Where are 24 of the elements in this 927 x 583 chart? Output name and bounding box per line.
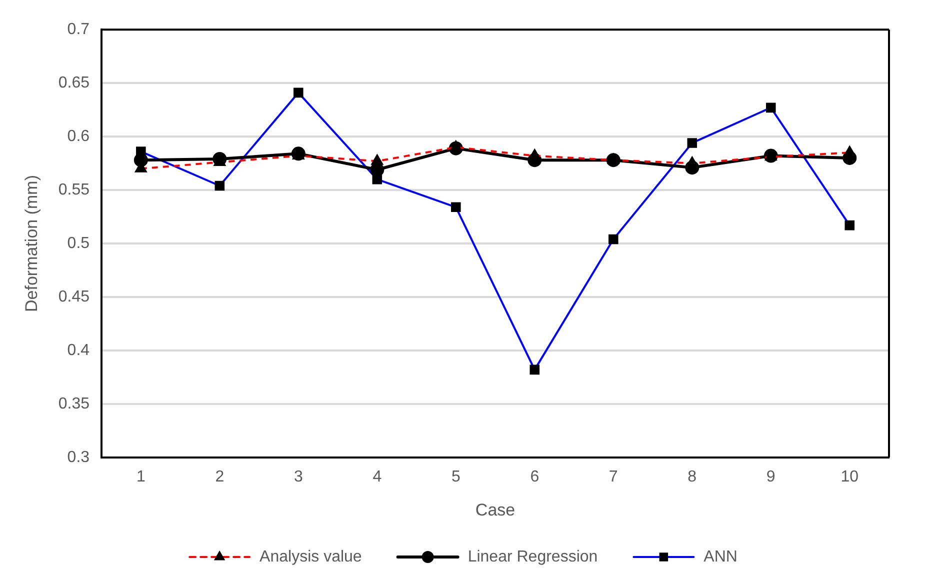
x-tick-label: 7 bbox=[608, 468, 618, 486]
x-tick-label: 4 bbox=[372, 468, 382, 486]
x-tick-label: 2 bbox=[215, 468, 224, 486]
x-axis-title: Case bbox=[475, 500, 516, 520]
y-tick-label: 0.35 bbox=[58, 395, 90, 412]
x-tick-label: 5 bbox=[451, 468, 460, 486]
y-tick-label: 0.3 bbox=[67, 448, 90, 466]
y-tick-label: 0.55 bbox=[58, 181, 90, 198]
x-tick-label: 3 bbox=[294, 468, 303, 486]
legend-label: Linear Regression bbox=[468, 548, 598, 566]
x-tick-label: 10 bbox=[840, 468, 859, 486]
legend-label: Analysis value bbox=[260, 548, 362, 566]
y-tick-label: 0.6 bbox=[67, 128, 90, 145]
x-tick-label: 1 bbox=[136, 468, 146, 486]
x-tick-label: 8 bbox=[688, 468, 697, 486]
y-tick-label: 0.7 bbox=[67, 21, 90, 38]
y-axis-title: Deformation (mm) bbox=[22, 175, 41, 312]
x-tick-label: 6 bbox=[530, 468, 540, 486]
x-tick-label: 9 bbox=[766, 468, 776, 486]
y-tick-label: 0.45 bbox=[58, 288, 90, 306]
y-tick-label: 0.65 bbox=[58, 74, 90, 92]
legend-label: ANN bbox=[704, 548, 738, 566]
y-tick-label: 0.5 bbox=[67, 234, 90, 252]
y-tick-label: 0.4 bbox=[67, 342, 90, 359]
